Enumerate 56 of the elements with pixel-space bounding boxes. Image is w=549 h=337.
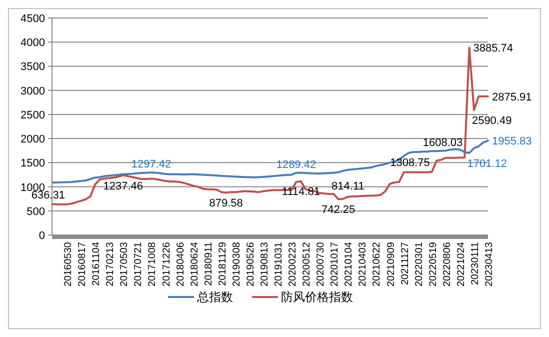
y-tick-label: 3500: [20, 61, 45, 74]
data-label: 2875.91: [492, 91, 532, 104]
y-tick-label: 2500: [20, 109, 45, 122]
y-tick-label: 1500: [20, 158, 45, 170]
x-tick-label: 20190526: [245, 242, 256, 286]
data-label: 742.25: [321, 204, 356, 216]
x-tick-label: 20200730: [316, 242, 327, 286]
data-label: 3885.74: [473, 42, 514, 55]
x-tick-label: 20210403: [358, 242, 369, 286]
x-tick-label: 20160817: [77, 242, 88, 286]
y-tick-label: 2000: [20, 134, 45, 146]
x-tick-label: 20221024: [456, 242, 467, 286]
x-tick-label: 20170721: [133, 242, 144, 286]
data-label: 1701.12: [467, 158, 508, 170]
x-tick-label: 20190813: [259, 242, 270, 286]
x-tick-label: 20160530: [63, 242, 74, 286]
data-label: 1289.42: [276, 158, 316, 171]
data-label: 1955.83: [492, 136, 532, 148]
x-tick-label: 20170213: [105, 242, 116, 286]
x-tick-label: 20220806: [442, 242, 453, 286]
legend-label: 总指数: [196, 290, 233, 304]
x-tick-label: 20181129: [217, 242, 228, 286]
y-tick-label: 500: [26, 206, 45, 218]
data-label: 879.58: [209, 198, 243, 210]
x-tick-label: 20180406: [175, 242, 186, 286]
x-tick-label: 20220301: [414, 242, 425, 286]
x-tick-label: 20170503: [119, 242, 130, 286]
y-tick-label: 4000: [20, 37, 45, 50]
x-tick-label: 20230111: [470, 242, 481, 286]
x-tick-label: 20180624: [189, 242, 200, 286]
y-tick-label: 4500: [20, 13, 45, 25]
x-tick-label: 20171008: [147, 242, 158, 286]
data-label: 636.31: [31, 189, 66, 202]
x-tick-label: 20210622: [372, 242, 383, 286]
x-tick-label: 20161104: [91, 242, 102, 286]
x-tick-label: 20220519: [428, 242, 439, 286]
x-tick-label: 20191031: [274, 242, 285, 286]
data-label: 1237.46: [103, 180, 144, 192]
data-label: 814.11: [332, 180, 364, 193]
x-tick-label: 20190308: [231, 242, 242, 286]
data-label: 1608.03: [422, 137, 463, 150]
x-tick-label: 20200512: [302, 242, 313, 286]
x-tick-label: 20200223: [288, 242, 299, 286]
legend-label: 防风价格指数: [281, 290, 353, 304]
data-label: 1308.75: [390, 156, 430, 169]
y-tick-label: 0: [38, 230, 45, 242]
x-tick-label: 20210104: [344, 242, 355, 286]
x-tick-label: 20230413: [484, 242, 495, 286]
data-label: 2590.49: [472, 115, 512, 128]
x-tick-label: 20171226: [161, 242, 172, 286]
data-label: 1297.42: [131, 158, 172, 170]
y-tick-label: 3000: [20, 85, 45, 98]
x-tick-label: 20201017: [330, 242, 341, 286]
x-tick-label: 20180911: [203, 242, 214, 286]
x-tick-label: 20211127: [400, 242, 411, 286]
x-tick-label: 20210909: [386, 242, 397, 286]
